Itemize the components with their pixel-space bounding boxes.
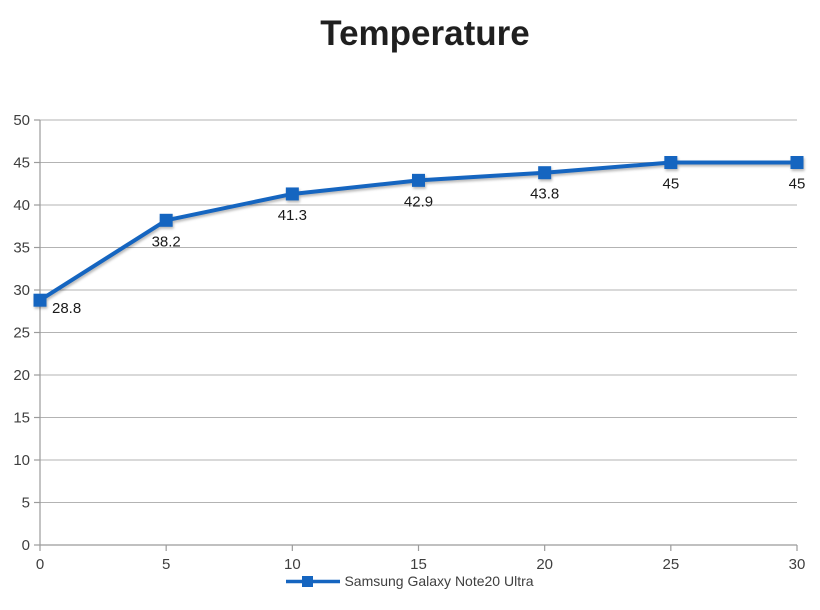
data-point-marker: [285, 187, 299, 201]
data-point-marker: [412, 173, 425, 187]
data-label: 28.8: [52, 300, 81, 317]
y-axis-tick-label: 35: [13, 240, 30, 257]
series-group: [33, 156, 804, 307]
chart-title: Temperature: [320, 14, 530, 53]
data-label: 38.2: [152, 233, 181, 250]
x-axis-tick-label: 25: [662, 556, 679, 573]
x-axis-tick-label: 5: [162, 556, 170, 573]
data-label: 43.8: [530, 186, 559, 203]
legend-series-label: Samsung Galaxy Note20 Ultra: [344, 573, 534, 589]
data-point-marker: [790, 156, 804, 169]
x-axis-tick-label: 0: [36, 556, 44, 573]
chart-legend: Samsung Galaxy Note20 Ultra: [0, 573, 820, 589]
y-axis-tick-label: 20: [13, 367, 30, 384]
data-label: 41.3: [278, 207, 307, 224]
data-label: 45: [662, 176, 679, 193]
x-axis-tick-label: 30: [789, 556, 806, 573]
y-axis-tick-label: 40: [13, 197, 30, 214]
x-axis-tick-label: 15: [410, 556, 427, 573]
data-label: 42.9: [404, 193, 433, 210]
data-point-marker: [33, 293, 47, 307]
y-axis-tick-label: 25: [13, 325, 30, 342]
data-point-marker: [538, 166, 552, 180]
y-axis-tick-label: 5: [22, 495, 30, 512]
y-axis-tick-label: 0: [22, 537, 30, 554]
y-axis-tick-label: 45: [13, 155, 30, 172]
y-axis-tick-label: 30: [13, 282, 30, 299]
data-label: 45: [789, 176, 806, 193]
y-axis-tick-label: 15: [13, 410, 30, 427]
legend-square-marker: [302, 575, 314, 587]
x-axis-tick-label: 20: [536, 556, 553, 573]
y-axis-tick-label: 50: [13, 112, 30, 129]
data-point-marker: [664, 156, 678, 169]
legend-line-with-square-marker-icon: [286, 575, 341, 587]
x-axis-tick-label: 10: [284, 556, 301, 573]
y-axis-tick-label: 10: [13, 452, 30, 469]
data-point-marker: [159, 213, 173, 227]
